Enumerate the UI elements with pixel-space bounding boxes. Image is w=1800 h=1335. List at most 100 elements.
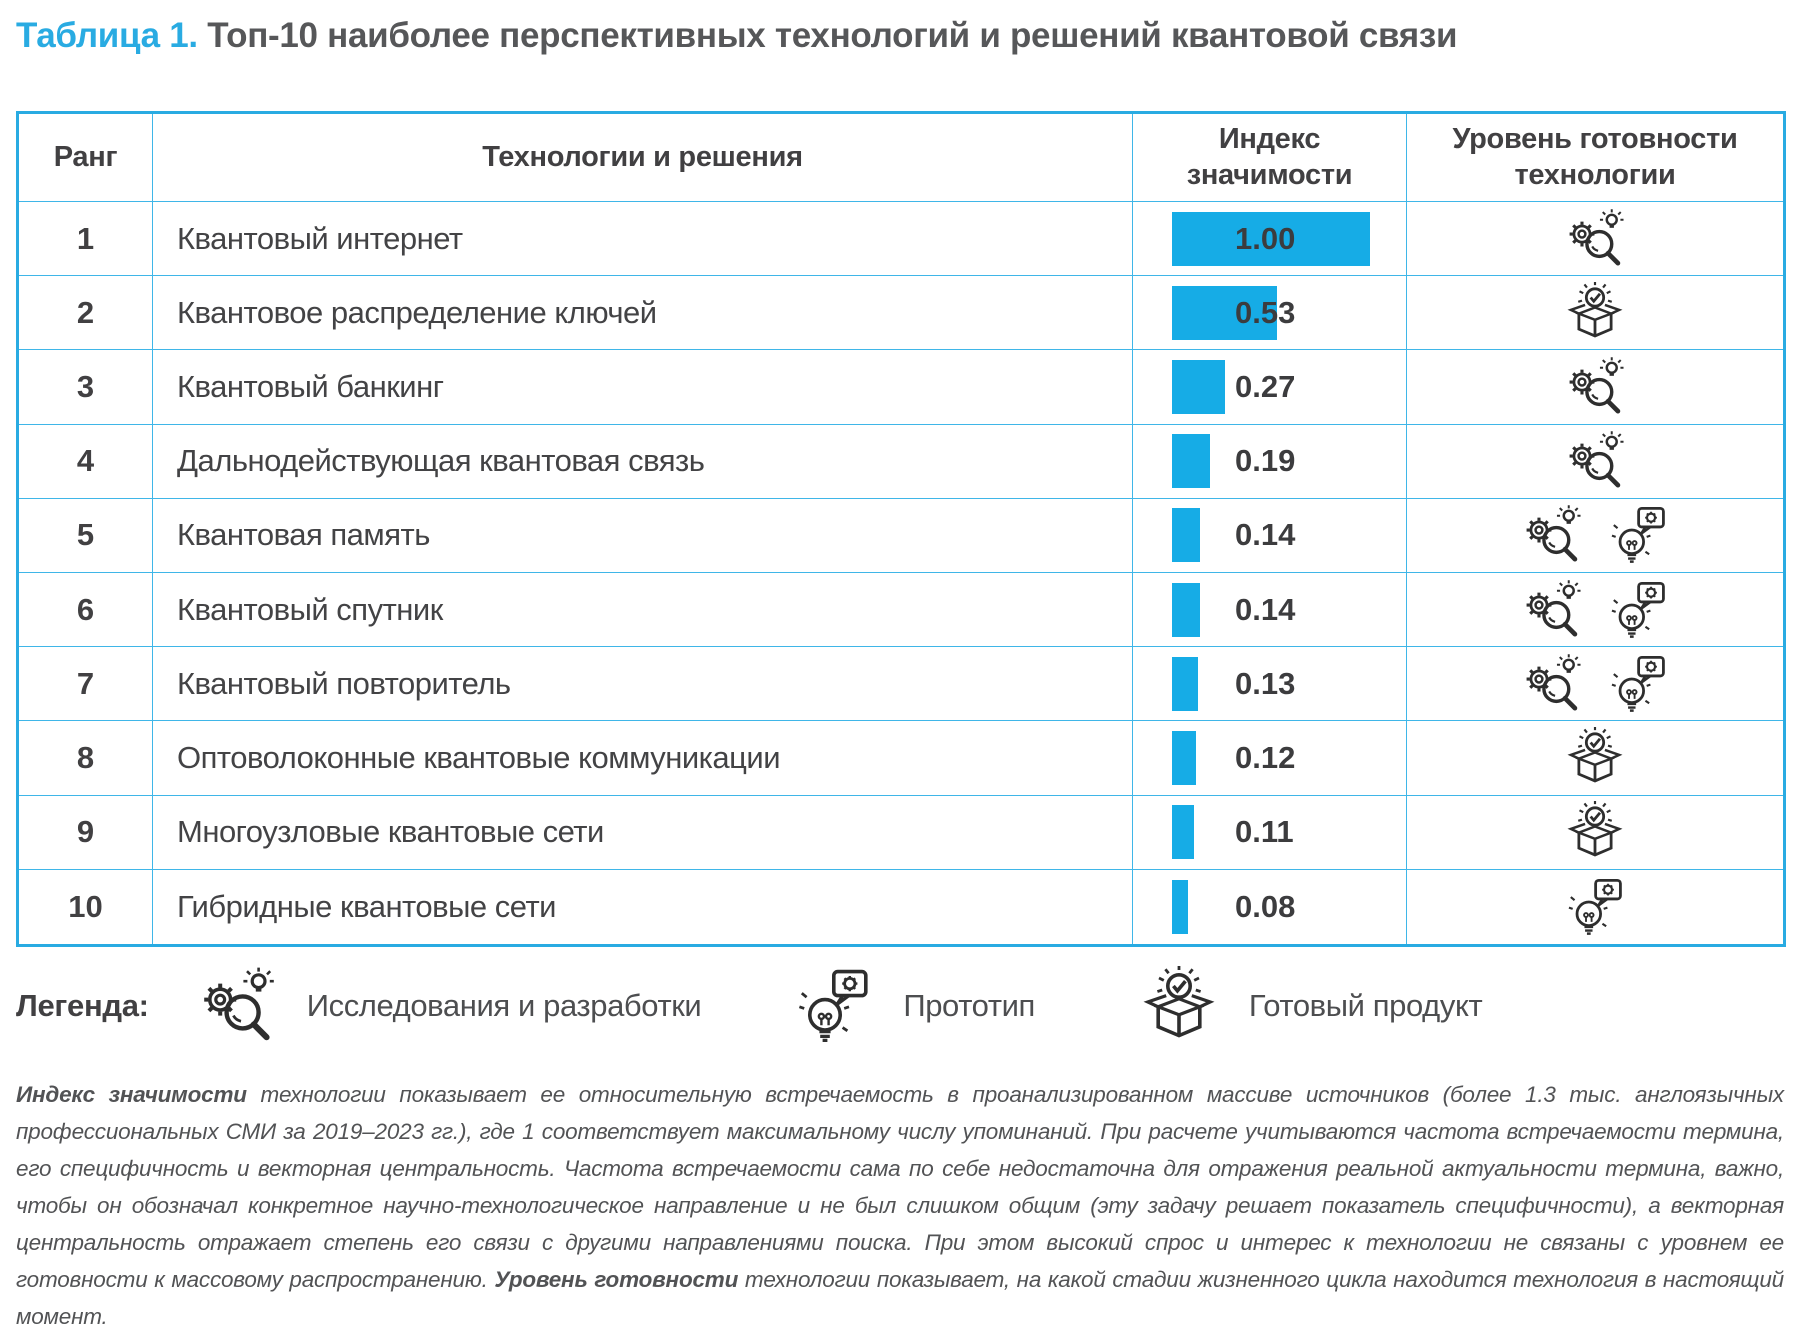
footnote-text: технологии показывает ее относительную в… bbox=[16, 1082, 1784, 1292]
legend-item-label: Готовый продукт bbox=[1248, 988, 1483, 1023]
readiness-level-cell bbox=[1407, 202, 1783, 277]
research-and-development-icon bbox=[1521, 504, 1583, 566]
significance-value: 1.00 bbox=[1235, 220, 1296, 256]
legend-item-ready-product: Готовый продукт bbox=[1139, 966, 1483, 1046]
significance-value: 0.12 bbox=[1235, 739, 1296, 775]
column-header-readiness-level: Уровень готовности технологии bbox=[1407, 114, 1783, 202]
significance-index-cell: 0.12 bbox=[1133, 721, 1407, 796]
rank-value: 9 bbox=[76, 814, 95, 850]
technology-name-cell: Гибридные квантовые сети bbox=[153, 869, 1133, 944]
technology-name-cell: Многоузловые квантовые сети bbox=[153, 795, 1133, 870]
rank-value: 7 bbox=[76, 665, 95, 701]
significance-value: 0.11 bbox=[1235, 814, 1294, 850]
ready-product-box-icon bbox=[1139, 966, 1219, 1046]
rank-cell: 3 bbox=[19, 350, 153, 425]
column-header-significance-index: Индекс значимости bbox=[1133, 114, 1407, 202]
readiness-level-cell bbox=[1407, 870, 1783, 944]
top10-technologies-table: Ранг Технологии и решения Индекс значимо… bbox=[16, 111, 1786, 947]
significance-value: 0.14 bbox=[1235, 591, 1296, 627]
legend-label: Легенда: bbox=[16, 988, 149, 1023]
legend-item-label: Прототип bbox=[903, 988, 1035, 1023]
readiness-level-cell bbox=[1407, 573, 1783, 648]
significance-bar bbox=[1172, 730, 1196, 785]
significance-index-cell: 1.00 bbox=[1133, 202, 1407, 277]
page-title: Таблица 1. Топ-10 наиболее перспективных… bbox=[16, 16, 1458, 56]
rank-value: 3 bbox=[76, 368, 95, 404]
research-and-development-icon bbox=[1521, 579, 1583, 641]
rank-cell: 1 bbox=[19, 202, 153, 277]
technology-name: Многоузловые квантовые сети bbox=[177, 814, 604, 850]
significance-bar bbox=[1172, 582, 1200, 637]
rank-cell: 9 bbox=[19, 795, 153, 870]
readiness-level-cell bbox=[1407, 796, 1783, 870]
significance-value: 0.53 bbox=[1235, 294, 1296, 330]
column-header-technologies: Технологии и решения bbox=[153, 114, 1133, 202]
rank-value: 4 bbox=[76, 443, 95, 479]
research-and-development-icon bbox=[1564, 208, 1626, 270]
readiness-level-cell bbox=[1407, 350, 1783, 425]
significance-bar bbox=[1172, 879, 1188, 934]
prototype-lightbulb-icon bbox=[793, 966, 873, 1046]
column-header-rank: Ранг bbox=[19, 114, 153, 202]
legend-item-research: Исследования и разработки bbox=[197, 966, 702, 1046]
technology-name: Квантовый спутник bbox=[177, 591, 443, 627]
technology-name-cell: Квантовая память bbox=[153, 498, 1133, 573]
legend-item-label: Исследования и разработки bbox=[306, 988, 702, 1023]
readiness-level-cell bbox=[1407, 647, 1783, 722]
significance-index-cell: 0.11 bbox=[1133, 795, 1407, 870]
research-and-development-icon bbox=[1564, 356, 1626, 418]
significance-bar bbox=[1172, 508, 1200, 563]
technology-name-cell: Квантовое распределение ключей bbox=[153, 276, 1133, 351]
technology-name-cell: Дальнодействующая квантовая связь bbox=[153, 424, 1133, 499]
significance-index-cell: 0.08 bbox=[1133, 869, 1407, 944]
significance-index-cell: 0.27 bbox=[1133, 350, 1407, 425]
readiness-level-cell bbox=[1407, 721, 1783, 796]
technology-name-cell: Оптоволоконные квантовые коммуникации bbox=[153, 721, 1133, 796]
rank-cell: 4 bbox=[19, 424, 153, 499]
rank-cell: 10 bbox=[19, 869, 153, 944]
significance-bar bbox=[1172, 805, 1194, 860]
rank-value: 8 bbox=[76, 739, 95, 775]
significance-bar bbox=[1172, 285, 1277, 340]
rank-cell: 7 bbox=[19, 647, 153, 722]
significance-index-cell: 0.14 bbox=[1133, 572, 1407, 648]
significance-bar bbox=[1172, 359, 1225, 414]
technology-name: Оптоволоконные квантовые коммуникации bbox=[177, 739, 781, 775]
ready-product-box-icon bbox=[1564, 801, 1626, 863]
rank-cell: 2 bbox=[19, 276, 153, 351]
research-and-development-icon bbox=[1521, 653, 1583, 715]
significance-index-cell: 0.13 bbox=[1133, 647, 1407, 722]
technology-name: Квантовый повторитель bbox=[177, 665, 511, 701]
table-number-label: Таблица 1. bbox=[16, 16, 198, 55]
significance-index-cell: 0.14 bbox=[1133, 498, 1407, 573]
rank-value: 5 bbox=[76, 517, 95, 553]
footnote-bold-significance-index: Индекс значимости bbox=[16, 1082, 247, 1107]
readiness-level-cell bbox=[1407, 276, 1783, 351]
ready-product-box-icon bbox=[1564, 727, 1626, 789]
readiness-level-cell bbox=[1407, 425, 1783, 499]
significance-value: 0.27 bbox=[1235, 368, 1296, 404]
rank-value: 2 bbox=[76, 294, 95, 330]
rank-cell: 6 bbox=[19, 572, 153, 648]
significance-bar bbox=[1172, 434, 1210, 489]
prototype-lightbulb-icon bbox=[1607, 504, 1669, 566]
rank-value: 1 bbox=[76, 220, 95, 256]
prototype-lightbulb-icon bbox=[1564, 876, 1626, 938]
research-and-development-icon bbox=[197, 966, 277, 1046]
significance-bar bbox=[1172, 656, 1198, 711]
technology-name-cell: Квантовый повторитель bbox=[153, 647, 1133, 722]
footnote-bold-readiness-level: Уровень готовности bbox=[494, 1267, 739, 1292]
significance-index-cell: 0.53 bbox=[1133, 276, 1407, 351]
prototype-lightbulb-icon bbox=[1607, 653, 1669, 715]
technology-name: Квантовое распределение ключей bbox=[177, 294, 657, 330]
significance-value: 0.14 bbox=[1235, 517, 1296, 553]
rank-value: 10 bbox=[68, 888, 103, 924]
technology-name: Квантовый интернет bbox=[177, 220, 463, 256]
significance-value: 0.19 bbox=[1235, 443, 1296, 479]
rank-cell: 5 bbox=[19, 498, 153, 573]
technology-name-cell: Квантовый спутник bbox=[153, 572, 1133, 648]
legend: Легенда: Исследования и разработки Прото… bbox=[16, 958, 1483, 1054]
research-and-development-icon bbox=[1564, 430, 1626, 492]
significance-bar bbox=[1172, 211, 1370, 266]
technology-name: Квантовый банкинг bbox=[177, 368, 444, 404]
